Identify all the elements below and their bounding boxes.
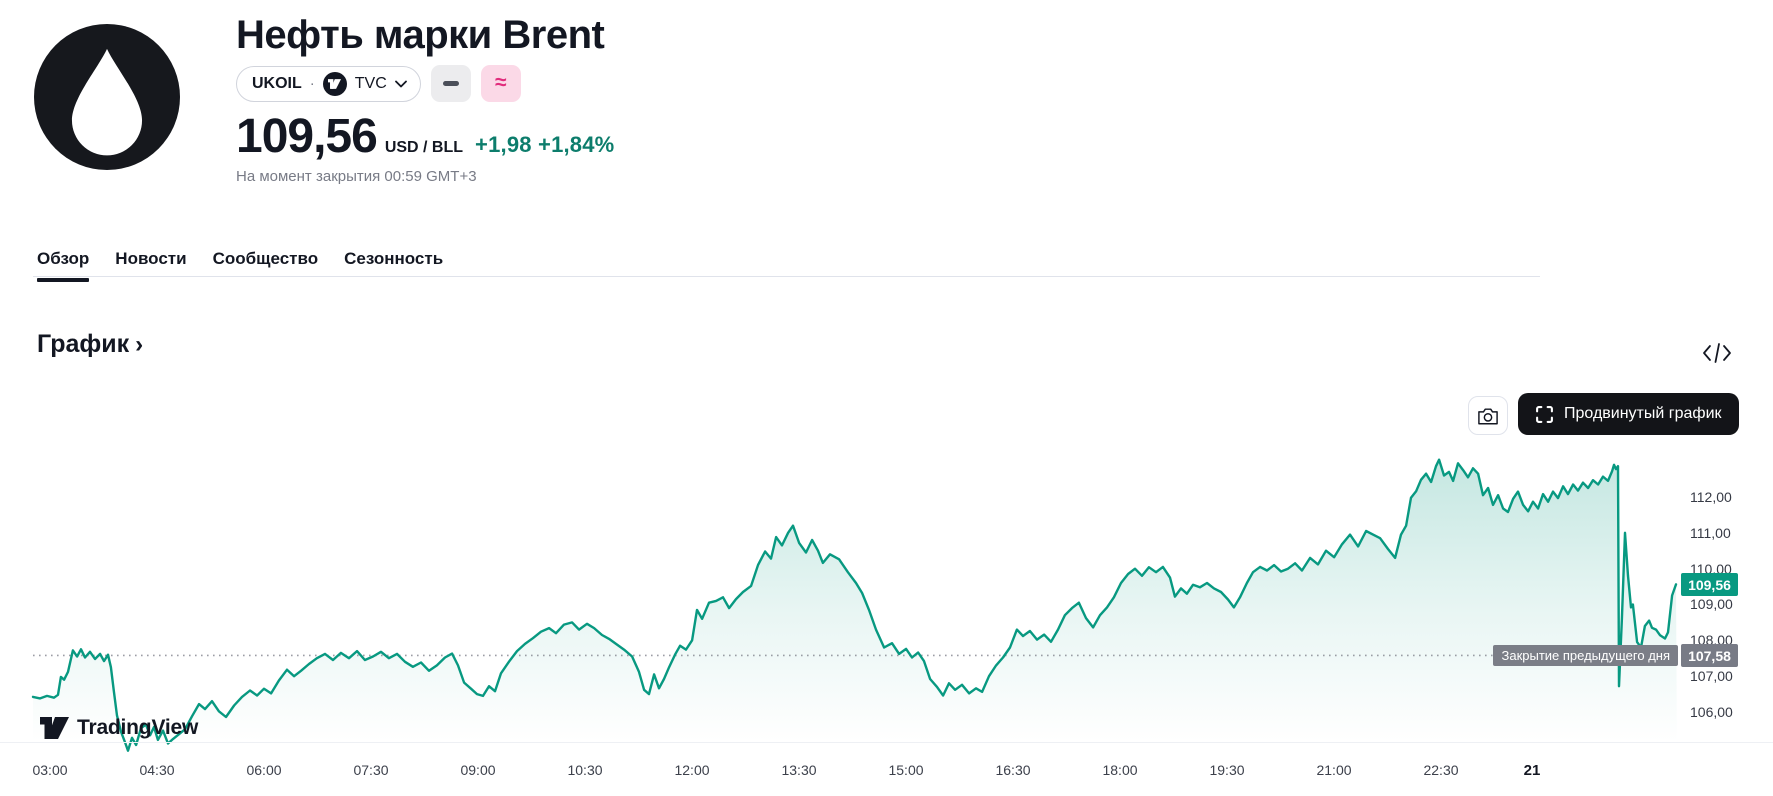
price-line <box>31 458 1678 752</box>
time-tick-label: 19:30 <box>1209 762 1245 778</box>
prev-close-tooltip: Закрытие предыдущего дня <box>1493 645 1678 666</box>
time-tick-label: 04:30 <box>139 762 175 778</box>
chevron-down-icon <box>394 80 407 87</box>
approximate-data-icon: ≈ <box>495 71 507 94</box>
embed-code-button[interactable] <box>1702 342 1732 364</box>
price-tick-label: 106,00 <box>1690 704 1733 720</box>
time-tick-label: 03:00 <box>32 762 68 778</box>
separator-dot: · <box>309 75 315 92</box>
page-title: Нефть марки Brent <box>236 13 605 57</box>
price-tick-label: 111,00 <box>1690 525 1731 541</box>
tradingview-exchange-icon <box>322 71 347 96</box>
time-tick-label: 13:30 <box>781 762 817 778</box>
prev-close-badge: 107,58 <box>1681 644 1738 667</box>
time-tick-label: 21 <box>1523 762 1541 779</box>
symbol-header: Нефть марки Brent UKOIL · TVC ≈ 109, <box>236 12 614 185</box>
tab-seasonality[interactable]: Сезонность <box>344 249 444 268</box>
price-chart: 03:00 04:30 06:00 07:30 09:00 10:30 12:00 13:30… <box>0 390 1773 796</box>
time-tick-label: 16:30 <box>995 762 1031 778</box>
tradingview-attribution[interactable]: TradingView <box>40 716 198 740</box>
embed-code-icon <box>1703 343 1731 363</box>
tradingview-logo-icon <box>40 717 69 739</box>
snapshot-button[interactable] <box>1468 396 1508 435</box>
price-tick-label: 112,00 <box>1690 489 1732 505</box>
derived-data-badge[interactable]: ≈ <box>480 65 521 102</box>
chevron-right-icon: › <box>135 331 144 358</box>
chart-section-link[interactable]: График › <box>37 330 143 359</box>
tab-news[interactable]: Новости <box>115 249 187 268</box>
fullscreen-corners-icon <box>1536 405 1553 423</box>
time-tick-label: 15:00 <box>888 762 924 778</box>
oil-drop-icon <box>34 24 180 170</box>
section-title: График <box>37 330 130 358</box>
advanced-chart-button[interactable]: Продвинутый график <box>1518 393 1739 435</box>
camera-icon <box>1478 407 1498 424</box>
time-tick-label: 07:30 <box>353 762 389 778</box>
area-fill <box>33 459 1677 758</box>
time-tick-label: 10:30 <box>567 762 603 778</box>
symbol-source-dropdown[interactable]: UKOIL · TVC <box>236 65 421 102</box>
tradingview-wordmark: TradingView <box>77 716 199 739</box>
tabs-divider <box>33 276 1540 277</box>
price-tick-label: 107,00 <box>1690 668 1733 684</box>
last-price-badge: 109,56 <box>1681 573 1738 596</box>
chart-plot[interactable] <box>0 390 1773 762</box>
instrument-logo <box>34 24 180 170</box>
market-status-badge[interactable] <box>430 65 471 102</box>
time-tick-label: 21:00 <box>1316 762 1352 778</box>
tab-overview[interactable]: Обзор <box>37 249 90 282</box>
closing-time-note: На момент закрытия 00:59 GMT+3 <box>236 168 477 185</box>
time-tick-label: 09:00 <box>460 762 496 778</box>
exchange-label: TVC <box>354 74 387 92</box>
price-change-pct: +1,84% <box>538 132 615 157</box>
time-tick-label: 18:00 <box>1102 762 1138 778</box>
price-tick-label: 109,00 <box>1690 596 1733 612</box>
advanced-chart-label: Продвинутый график <box>1564 405 1722 422</box>
time-tick-label: 12:00 <box>674 762 710 778</box>
symbol-ticker: UKOIL <box>252 74 302 92</box>
chart-baseline <box>0 742 1773 743</box>
last-price: 109,56 <box>236 110 378 163</box>
time-tick-label: 22:30 <box>1423 762 1459 778</box>
price-change-abs: +1,98 <box>475 132 532 157</box>
time-tick-label: 06:00 <box>246 762 282 778</box>
tab-community[interactable]: Сообщество <box>212 249 319 268</box>
tab-bar: Обзор Новости Сообщество Сезонность <box>37 249 444 282</box>
price-change: +1,98 +1,84% <box>475 132 614 158</box>
market-holiday-minus-icon <box>442 81 459 86</box>
price-unit: USD / BLL <box>384 139 464 156</box>
